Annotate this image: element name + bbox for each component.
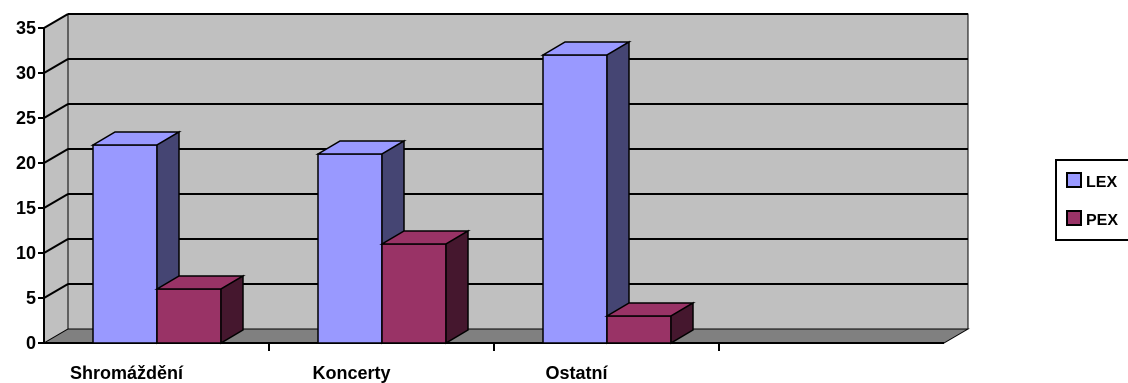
gridline-side [43,148,69,164]
y-tick-label: 0 [26,333,36,353]
y-tick-label: 5 [26,288,36,308]
gridline-side [43,103,69,119]
legend: LEX PEX [1055,159,1128,241]
x-axis-labels: Shromáždění Koncerty Ostatní [70,363,609,383]
y-axis-ticks: 0 5 10 15 20 25 30 35 [16,18,44,353]
legend-label-pex: PEX [1086,212,1118,229]
gridline-side [43,238,69,254]
legend-label-lex: LEX [1086,174,1117,191]
gridline-side [43,58,69,74]
bar-lex [317,153,383,344]
bar-side-lex [606,40,630,345]
bar-side-pex [670,301,694,345]
y-tick-label: 30 [16,63,36,83]
bar-lex [92,144,158,344]
gridlines [43,13,968,299]
bar-pex [156,288,222,344]
bar-lex [542,54,608,344]
legend-swatch-pex [1066,210,1082,226]
x-category-label: Shromáždění [70,363,184,383]
y-tick-label: 10 [16,243,36,263]
bar-pex [381,243,447,344]
side-wall [43,13,69,344]
y-tick-label: 20 [16,153,36,173]
bars [90,40,696,345]
bar-pex [606,315,672,344]
y-tick-label: 35 [16,18,36,38]
y-tick-label: 15 [16,198,36,218]
legend-swatch-lex [1066,172,1082,188]
gridline-side [43,13,69,29]
gridline-side [43,193,69,209]
x-category-label: Koncerty [312,363,390,383]
bar-side-pex [220,274,244,345]
x-category-label: Ostatní [545,363,608,383]
gridline-side [43,283,69,299]
bar-side-pex [445,229,469,345]
y-tick-label: 25 [16,108,36,128]
